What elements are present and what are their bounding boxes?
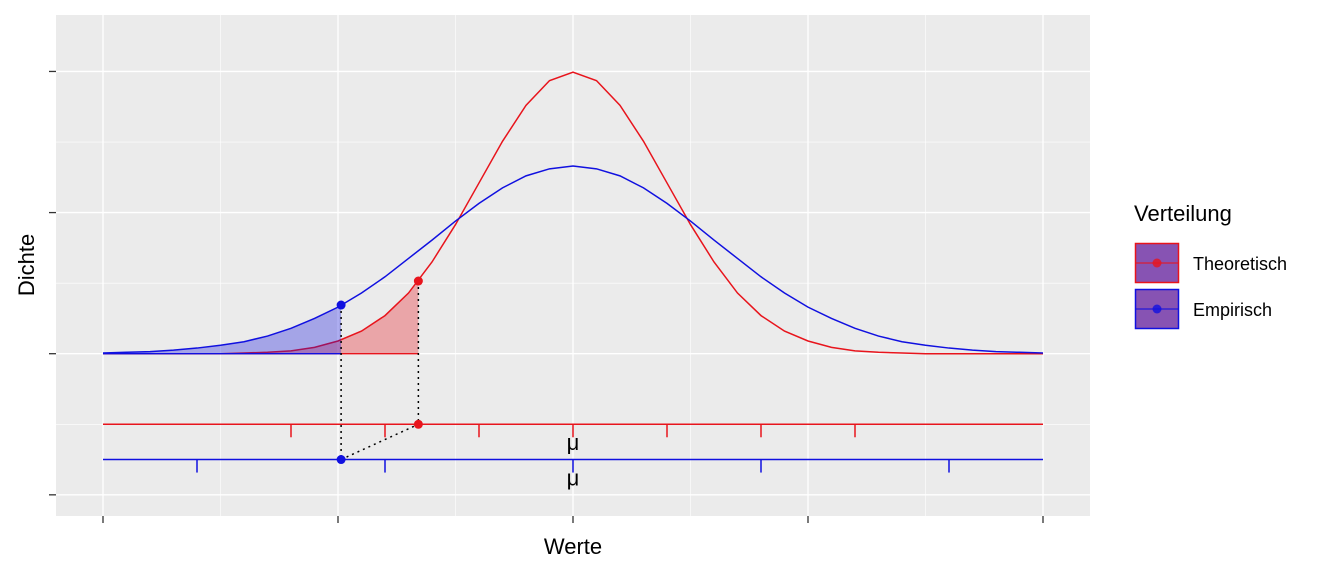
mu-label: μ	[567, 430, 580, 455]
legend-label: Empirisch	[1193, 300, 1272, 320]
legend-title: Verteilung	[1134, 201, 1232, 226]
quantile-point	[336, 300, 346, 310]
density-curve	[102, 165, 1044, 354]
y-axis-label: Dichte	[14, 234, 39, 296]
quantile-point	[413, 276, 423, 286]
quantile-connector	[340, 423, 419, 461]
shaded-area	[103, 281, 419, 354]
legend-label: Theoretisch	[1193, 254, 1287, 274]
mu-label: μ	[567, 465, 580, 490]
shaded-area	[103, 305, 342, 354]
density-curve	[103, 71, 1043, 355]
legend-key-point	[1152, 258, 1162, 268]
x-axis-label: Werte	[544, 534, 602, 559]
legend-key-point	[1152, 304, 1162, 314]
scale-point	[336, 455, 346, 465]
scale-point	[413, 419, 423, 429]
